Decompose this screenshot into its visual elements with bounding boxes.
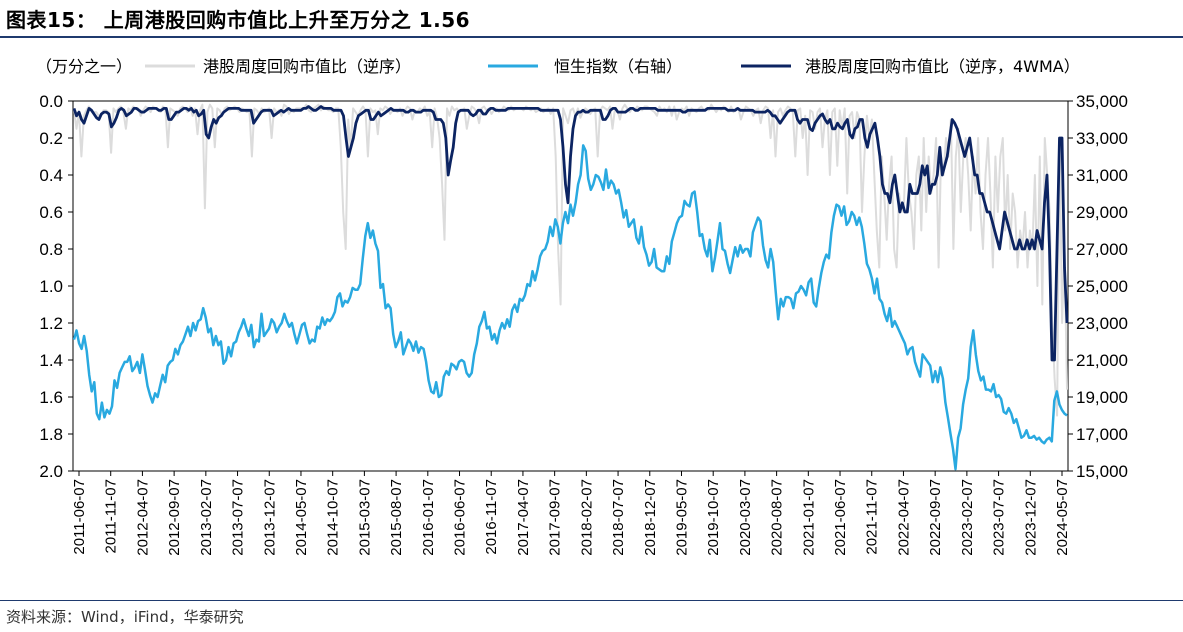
legend-hsi-label: 恒生指数（右轴） bbox=[554, 57, 682, 76]
series-ratio-line bbox=[73, 103, 1068, 417]
left-tick-label: 0.8 bbox=[39, 240, 63, 259]
right-tick-label: 33,000 bbox=[1076, 129, 1128, 148]
x-tick-label: 2022-04-07 bbox=[895, 479, 912, 556]
x-tick-label: 2023-07-07 bbox=[991, 479, 1008, 556]
left-tick-label: 1.2 bbox=[39, 314, 63, 333]
x-tick-label: 2017-04-07 bbox=[515, 479, 532, 556]
x-tick-label: 2013-07-07 bbox=[230, 479, 247, 556]
axes: 0.0 0.2 0.4 0.6 0.8 1.0 1.2 1.4 1.6 1.8 2.0 35,000 3… bbox=[39, 92, 1128, 556]
left-tick-label: 1.4 bbox=[39, 351, 63, 370]
left-tick-label: 0.0 bbox=[39, 92, 63, 111]
x-tick-label: 2018-12-07 bbox=[642, 479, 659, 556]
footer-rule bbox=[0, 600, 1183, 601]
right-tick-label: 29,000 bbox=[1076, 203, 1128, 222]
x-tick-label: 2020-03-07 bbox=[737, 479, 754, 556]
right-tick-label: 25,000 bbox=[1076, 277, 1128, 296]
x-tick-label: 2023-02-07 bbox=[959, 479, 976, 556]
x-tick-label: 2011-06-07 bbox=[71, 479, 88, 555]
x-tick-label: 2012-09-07 bbox=[166, 479, 183, 556]
x-tick-label: 2016-06-07 bbox=[452, 479, 469, 556]
x-tick-label: 2016-11-07 bbox=[483, 479, 500, 555]
x-tick-label: 2021-01-07 bbox=[800, 479, 817, 556]
x-tick-label: 2015-03-07 bbox=[356, 479, 373, 556]
x-tick-label: 2013-02-07 bbox=[198, 479, 215, 556]
legend: （万分之一） 港股周度回购市值比（逆序） 恒生指数（右轴） 港股周度回购市值比（逆序，… bbox=[36, 57, 1080, 76]
right-tick-label: 31,000 bbox=[1076, 166, 1128, 185]
x-tick-label: 2017-09-07 bbox=[547, 479, 564, 556]
source-note: 资料来源：Wind，iFind，华泰研究 bbox=[6, 608, 244, 626]
left-tick-label: 0.4 bbox=[39, 166, 63, 185]
series-wma-line bbox=[72, 105, 1069, 362]
legend-wma-label: 港股周度回购市值比（逆序，4WMA） bbox=[805, 57, 1080, 76]
x-tick-label: 2015-08-07 bbox=[388, 479, 405, 556]
legend-ratio-label: 港股周度回购市值比（逆序） bbox=[203, 57, 411, 76]
x-tick-label: 2011-11-07 bbox=[103, 479, 120, 554]
right-tick-label: 17,000 bbox=[1076, 425, 1128, 444]
x-tick-label: 2019-10-07 bbox=[705, 479, 722, 556]
x-tick-label: 2018-07-07 bbox=[610, 479, 627, 556]
x-tick-label: 2023-12-07 bbox=[1022, 479, 1039, 556]
x-tick-label: 2014-10-07 bbox=[325, 479, 342, 556]
left-tick-label: 1.0 bbox=[39, 277, 63, 296]
left-tick-label: 1.8 bbox=[39, 425, 63, 444]
x-tick-label: 2021-11-07 bbox=[864, 479, 881, 555]
chart-title: 图表15： 上周港股回购市值比上升至万分之 1.56 bbox=[6, 8, 471, 32]
right-tick-label: 19,000 bbox=[1076, 388, 1128, 407]
chart: 0.0 0.2 0.4 0.6 0.8 1.0 1.2 1.4 1.6 1.8 2.0 35,000 3… bbox=[36, 57, 1128, 556]
right-tick-label: 15,000 bbox=[1076, 462, 1128, 481]
left-tick-label: 0.6 bbox=[39, 203, 63, 222]
x-tick-label: 2018-02-07 bbox=[578, 479, 595, 556]
right-tick-label: 23,000 bbox=[1076, 314, 1128, 333]
x-tick-label: 2012-04-07 bbox=[134, 479, 151, 556]
x-tick-label: 2019-05-07 bbox=[673, 479, 690, 556]
right-tick-label: 21,000 bbox=[1076, 351, 1128, 370]
left-tick-label: 1.6 bbox=[39, 388, 63, 407]
series-hsi-line bbox=[72, 144, 1068, 471]
x-tick-label: 2021-06-07 bbox=[832, 479, 849, 556]
series-group bbox=[72, 103, 1069, 471]
title-rule bbox=[0, 36, 1183, 38]
left-tick-label: 2.0 bbox=[39, 462, 63, 481]
x-tick-label: 2014-05-07 bbox=[293, 479, 310, 556]
x-tick-label: 2022-09-07 bbox=[927, 479, 944, 556]
right-tick-label: 27,000 bbox=[1076, 240, 1128, 259]
x-tick-label: 2016-01-07 bbox=[420, 479, 437, 556]
right-tick-label: 35,000 bbox=[1076, 92, 1128, 111]
x-tick-label: 2024-05-07 bbox=[1054, 479, 1071, 556]
left-tick-label: 0.2 bbox=[39, 129, 63, 148]
x-tick-label: 2020-08-07 bbox=[769, 479, 786, 556]
x-tick-label: 2013-12-07 bbox=[261, 479, 278, 556]
left-axis-unit: （万分之一） bbox=[36, 57, 132, 76]
